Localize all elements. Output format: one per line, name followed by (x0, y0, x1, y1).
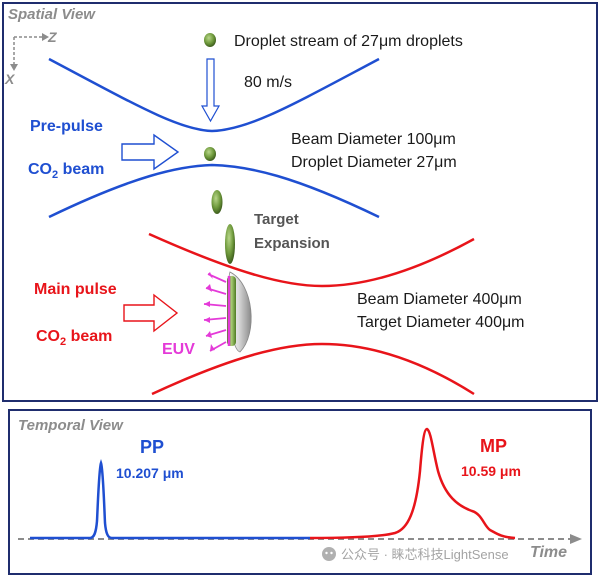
mainpulse-beam-lower (151, 342, 475, 396)
beam2-diameter-label: Beam Diameter 400μm (357, 291, 522, 308)
wechat-icon (322, 547, 336, 561)
prepulse-arrow-icon (121, 133, 180, 171)
target-expansion-label-1: Target (254, 211, 299, 228)
prepulse-co2-label: CO2 beam (28, 161, 104, 181)
prepulse-label: Pre-pulse (30, 118, 103, 135)
spatial-view-title: Spatial View (8, 6, 96, 23)
mainpulse-arrow-icon (123, 293, 179, 333)
z-arrowhead-icon (42, 33, 49, 41)
droplet-icon (204, 33, 216, 47)
pp-wavelength-label: 10.207 μm (116, 465, 184, 481)
expanding-droplet-icon (211, 190, 223, 214)
temporal-view-title: Temporal View (18, 417, 124, 434)
mainpulse-beam-upper (148, 232, 475, 288)
prepulse-beam-lower (48, 163, 380, 219)
watermark-text: 公众号 · 睐芯科技LightSense (341, 547, 509, 562)
mp-wavelength-label: 10.59 μm (461, 463, 521, 479)
mainpulse-co2-label: CO2 beam (36, 328, 112, 348)
axis-indicator: Z X (4, 29, 57, 87)
speed-label: 80 m/s (244, 74, 292, 91)
euv-label: EUV (162, 341, 195, 358)
time-axis-label: Time (530, 544, 567, 561)
beam1-diameter-label: Beam Diameter 100μm (291, 131, 456, 148)
time-axis-arrowhead-icon (570, 534, 582, 544)
mainpulse-label: Main pulse (34, 281, 117, 298)
droplet-stream-label: Droplet stream of 27μm droplets (234, 33, 463, 50)
prepulse-beam-upper (48, 57, 380, 133)
droplet-in-focus-icon (204, 147, 216, 161)
beam2-target-label: Target Diameter 400μm (357, 314, 525, 331)
mainpulse-waveform (309, 427, 516, 540)
beam1-droplet-label: Droplet Diameter 27μm (291, 154, 457, 171)
pp-label: PP (140, 437, 164, 457)
plasma-target (227, 271, 252, 353)
euv-rays (203, 272, 227, 352)
temporal-view-panel: Temporal View PP 10.207 μm MP 10.59 μm 公… (8, 409, 592, 575)
target-expansion-label-2: Expansion (254, 235, 330, 252)
axis-z-label: Z (47, 29, 57, 45)
expanded-target-icon (225, 224, 235, 264)
spatial-diagram: Spatial View Z X Droplet stream of 27μm … (4, 6, 525, 396)
x-arrowhead-icon (10, 64, 18, 71)
droplet-motion-arrow-icon (200, 58, 221, 123)
temporal-diagram: Temporal View PP 10.207 μm MP 10.59 μm 公… (18, 417, 582, 562)
watermark: 公众号 · 睐芯科技LightSense (322, 547, 509, 562)
mp-label: MP (480, 436, 507, 456)
axis-x-label: X (4, 71, 16, 87)
spatial-view-panel: Spatial View Z X Droplet stream of 27μm … (2, 2, 598, 402)
prepulse-waveform (30, 459, 310, 540)
